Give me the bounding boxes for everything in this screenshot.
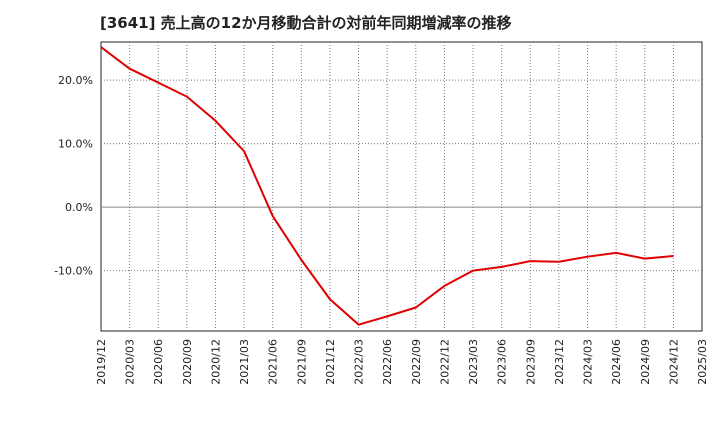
y-tick-label: 20.0% xyxy=(58,74,93,87)
x-tick-label: 2025/03 xyxy=(696,339,709,385)
x-tick-label: 2024/06 xyxy=(610,339,623,385)
y-tick-label: 0.0% xyxy=(65,201,93,214)
x-tick-label: 2022/09 xyxy=(410,339,423,385)
y-tick-label: -10.0% xyxy=(54,265,93,278)
chart-title: [3641] 売上高の12か月移動合計の対前年同期増減率の推移 xyxy=(100,14,512,32)
y-tick-label: 10.0% xyxy=(58,138,93,151)
x-tick-label: 2023/06 xyxy=(496,339,509,385)
plot-area-border xyxy=(100,41,703,332)
x-tick-label: 2021/12 xyxy=(324,339,337,385)
x-tick-label: 2020/09 xyxy=(181,339,194,385)
x-tick-label: 2024/12 xyxy=(667,339,680,385)
x-tick-label: 2022/03 xyxy=(353,339,366,385)
x-tick-label: 2023/03 xyxy=(467,339,480,385)
x-tick-label: 2019/12 xyxy=(95,339,108,385)
x-tick-label: 2023/09 xyxy=(524,339,537,385)
series-layer xyxy=(100,46,674,326)
grid-layer xyxy=(101,42,702,331)
x-tick-label: 2020/06 xyxy=(152,339,165,385)
x-tick-label: 2020/03 xyxy=(124,339,137,385)
x-tick-label: 2020/12 xyxy=(209,339,222,385)
x-tick-label: 2024/09 xyxy=(639,339,652,385)
x-tick-label: 2023/12 xyxy=(553,339,566,385)
y-axis: -10.0% 0.0% 10.0% 20.0% xyxy=(54,74,93,278)
x-tick-label: 2022/12 xyxy=(438,339,451,385)
x-tick-label: 2021/06 xyxy=(267,339,280,385)
x-tick-label: 2022/06 xyxy=(381,339,394,385)
x-tick-label: 2021/09 xyxy=(295,339,308,385)
x-tick-label: 2024/03 xyxy=(582,339,595,385)
x-axis: 2019/12 2020/03 2020/06 2020/09 2020/12 2021/… xyxy=(95,339,709,385)
x-tick-label: 2021/03 xyxy=(238,339,251,385)
